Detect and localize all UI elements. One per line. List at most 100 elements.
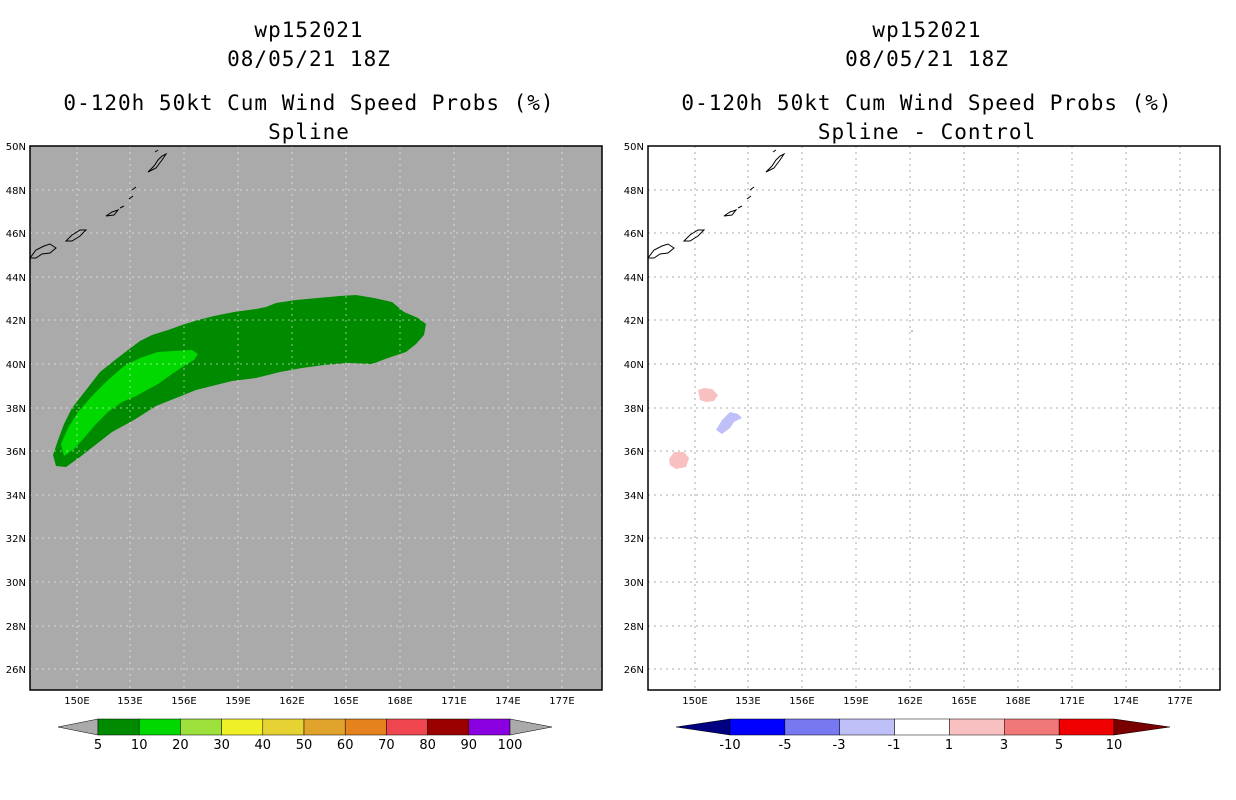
colorbar-swatch <box>949 718 1005 736</box>
lon-label: 168E <box>1005 696 1030 707</box>
lat-label: 42N <box>6 316 26 327</box>
colorbar-arrow-high <box>509 718 553 736</box>
colorbar-label: 50 <box>296 738 313 753</box>
lon-label: 159E <box>843 696 868 707</box>
colorbar-swatch <box>784 718 840 736</box>
colorbar-swatch <box>97 718 140 736</box>
lat-label: 32N <box>6 534 26 545</box>
left-map-panel: wp152021 08/05/21 18Z 0-120h 50kt Cum Wi… <box>6 18 603 753</box>
right-map-panel: wp152021 08/05/21 18Z 0-120h 50kt Cum Wi… <box>618 0 1236 800</box>
lon-label: 156E <box>789 696 814 707</box>
lon-label: 150E <box>64 696 89 707</box>
right-map-svg: 50N 48N 46N 44N 42N 40N 38N 36N 34N 32N … <box>624 142 1221 753</box>
lat-label: 50N <box>6 142 26 153</box>
lat-label: 34N <box>624 491 644 502</box>
colorbar-swatch <box>344 718 387 736</box>
lon-axis-labels: 150E 153E 156E 159E 162E 165E 168E 171E … <box>64 696 574 707</box>
lon-label: 174E <box>1113 696 1138 707</box>
datetime-title: 08/05/21 18Z <box>845 47 1009 71</box>
colorbar-label: 1 <box>945 738 953 753</box>
lon-label: 150E <box>682 696 707 707</box>
storm-id-title: wp152021 <box>254 18 364 42</box>
map-frame <box>29 145 603 691</box>
diff-negative-speck <box>911 330 913 332</box>
colorbar-label: 5 <box>1055 738 1063 753</box>
lat-label: 38N <box>6 404 26 415</box>
product-title: 0-120h 50kt Cum Wind Speed Probs (%) <box>63 91 555 115</box>
colorbar-label: 70 <box>378 738 395 753</box>
kuril-islands-coastline <box>29 149 168 259</box>
lat-label: 26N <box>624 665 644 676</box>
colorbar-arrow-low <box>675 718 731 736</box>
colorbar-label: 100 <box>498 738 523 753</box>
product-title: 0-120h 50kt Cum Wind Speed Probs (%) <box>681 91 1173 115</box>
colorbar-label: 40 <box>255 738 272 753</box>
lon-label: 162E <box>897 696 922 707</box>
lat-label: 50N <box>624 142 644 153</box>
colorbar-label: 60 <box>337 738 354 753</box>
lat-axis-labels: 50N 48N 46N 44N 42N 40N 38N 36N 34N 32N … <box>624 142 644 676</box>
lon-label: 168E <box>387 696 412 707</box>
diff-positive-region <box>698 388 718 402</box>
colorbar-swatch <box>1058 718 1115 736</box>
lat-label: 44N <box>6 273 26 284</box>
lon-label: 165E <box>951 696 976 707</box>
lat-label: 28N <box>6 622 26 633</box>
diff-negative-region <box>716 412 742 434</box>
colorbar-swatch <box>303 718 346 736</box>
colorbar-label: 80 <box>419 738 436 753</box>
lat-label: 30N <box>624 578 644 589</box>
datetime-title: 08/05/21 18Z <box>227 47 391 71</box>
prob-swath-10pct <box>61 350 198 456</box>
lon-label: 174E <box>495 696 520 707</box>
lon-label: 177E <box>1167 696 1192 707</box>
colorbar-label: 3 <box>1000 738 1008 753</box>
colorbar-label: -5 <box>779 738 792 753</box>
colorbar-swatch <box>180 718 222 736</box>
lat-label: 30N <box>6 578 26 589</box>
colorbar-swatch <box>262 718 305 736</box>
map-grid <box>648 146 1220 690</box>
lon-axis-labels: 150E 153E 156E 159E 162E 165E 168E 171E … <box>682 696 1192 707</box>
lat-label: 42N <box>624 316 644 327</box>
kuril-islands-coastline <box>647 149 786 259</box>
colorbar-swatch <box>468 718 511 736</box>
method-title: Spline <box>268 120 350 144</box>
lat-label: 40N <box>624 360 644 371</box>
lon-label: 153E <box>117 696 142 707</box>
colorbar-arrow-high <box>1113 718 1171 736</box>
colorbar-swatch <box>894 718 950 736</box>
colorbar-label: 90 <box>461 738 478 753</box>
lat-label: 34N <box>6 491 26 502</box>
lat-label: 36N <box>6 447 26 458</box>
colorbar-label: -1 <box>888 738 901 753</box>
lat-label: 44N <box>624 273 644 284</box>
map-frame <box>647 145 1221 691</box>
lat-label: 40N <box>6 360 26 371</box>
lat-label: 46N <box>624 229 644 240</box>
lon-label: 156E <box>171 696 196 707</box>
colorbar-label: 10 <box>131 738 148 753</box>
colorbar-swatch <box>729 718 786 736</box>
lon-label: 159E <box>225 696 250 707</box>
colorbar-swatch <box>138 718 181 736</box>
prob-swath-5pct <box>53 295 426 467</box>
colorbar-swatch <box>221 718 264 736</box>
probability-colorbar: 5 10 20 30 40 50 60 70 80 90 100 <box>57 718 553 753</box>
colorbar-label: 5 <box>94 738 102 753</box>
lon-label: 171E <box>1059 696 1084 707</box>
storm-id-title: wp152021 <box>872 18 982 42</box>
map-background <box>648 146 1220 690</box>
colorbar-swatch <box>427 718 470 736</box>
colorbar-swatch <box>1004 718 1060 736</box>
colorbar-arrow-low <box>57 718 99 736</box>
colorbar-label: 30 <box>213 738 230 753</box>
lat-label: 28N <box>624 622 644 633</box>
lon-label: 162E <box>279 696 304 707</box>
colorbar-swatch <box>386 718 428 736</box>
colorbar-label: 10 <box>1106 738 1123 753</box>
colorbar-label: 20 <box>172 738 189 753</box>
lat-label: 36N <box>624 447 644 458</box>
colorbar-swatch <box>839 718 895 736</box>
lat-label: 46N <box>6 229 26 240</box>
